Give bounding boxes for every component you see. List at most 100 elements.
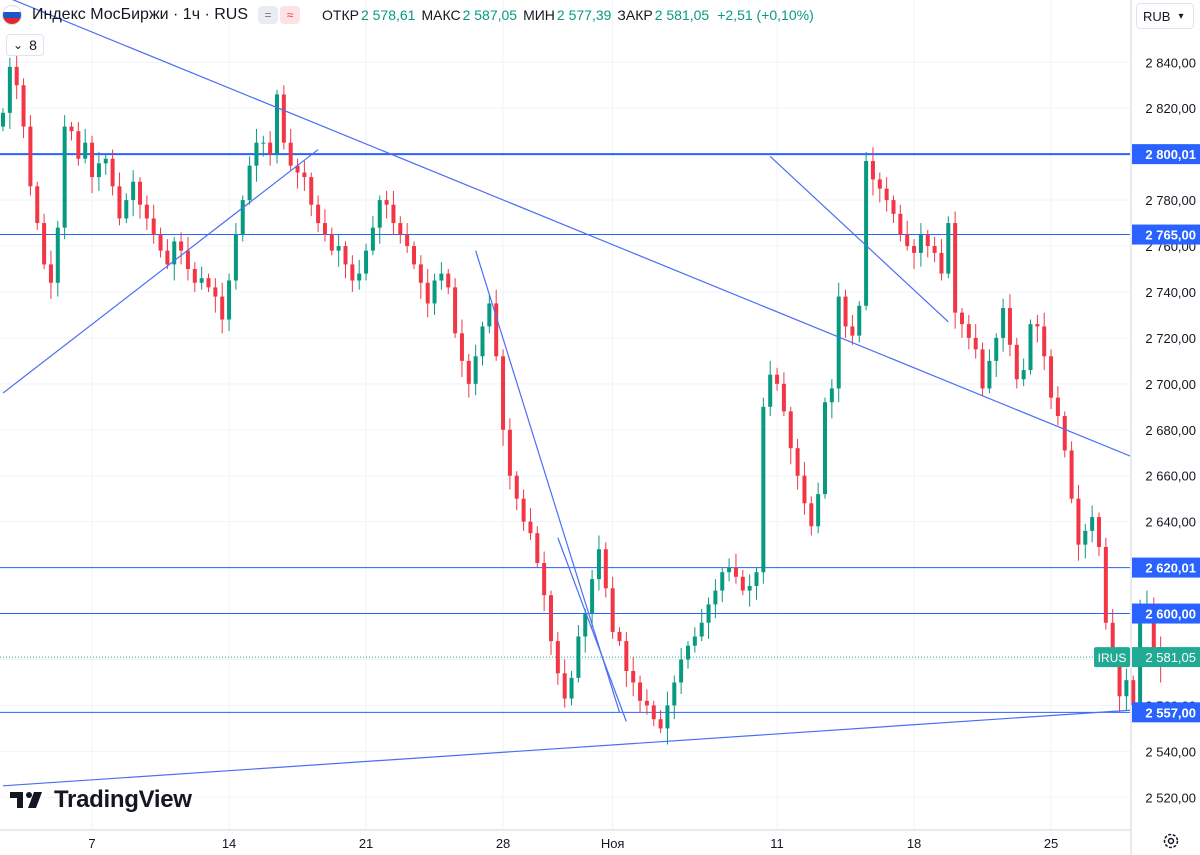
candle (761, 397, 766, 584)
candle (165, 239, 170, 269)
candle-body (42, 223, 47, 265)
candle (590, 569, 595, 628)
candle-body (610, 588, 615, 632)
candle-body (802, 475, 807, 504)
level-label: 2 620,01 (1145, 561, 1196, 576)
candle (14, 53, 19, 100)
low-label: МИН (523, 7, 555, 23)
x-tick-label: 21 (359, 836, 373, 851)
level-label-bg (1132, 702, 1200, 723)
candle-body (898, 213, 903, 235)
y-tick-label: 2 700,00 (1145, 377, 1196, 392)
tradingview-logo[interactable]: TradingView (10, 786, 192, 814)
candle-body (1069, 450, 1074, 499)
candle (384, 190, 389, 219)
candle (720, 567, 725, 603)
candle (877, 172, 882, 203)
candle (281, 85, 286, 150)
currency-button[interactable]: RUB ▾ (1136, 3, 1194, 29)
candle (1028, 319, 1033, 375)
candle-body (918, 234, 923, 253)
candle-body (521, 498, 526, 522)
symbol-title[interactable]: Индекс МосБиржи · 1ч · RUS (32, 6, 249, 23)
candle-body (151, 218, 156, 235)
candle (994, 333, 999, 377)
candle-body (596, 549, 601, 580)
candle (357, 259, 362, 290)
candle (946, 216, 951, 279)
candle-body (966, 324, 971, 338)
close-value: 2 581,05 (654, 7, 710, 23)
candle-body (138, 181, 142, 205)
chevron-down-icon: ▾ (1178, 10, 1184, 22)
candle-body (816, 494, 821, 527)
candle (850, 314, 855, 345)
candle (377, 195, 382, 244)
y-tick-label: 2 840,00 (1145, 55, 1196, 70)
candle (1035, 314, 1040, 343)
candle-body (55, 227, 60, 283)
candle-body (644, 700, 649, 706)
candle (124, 193, 129, 224)
candle (501, 349, 506, 446)
candle (405, 223, 410, 253)
legend-header: Индекс МосБиржи · 1ч · RUS = ≈ ОТКР 2 578… (0, 0, 1130, 30)
candle-body (507, 429, 512, 476)
candle (288, 128, 293, 171)
candle-body (131, 181, 136, 201)
candle-body (261, 142, 266, 144)
candle-body (268, 142, 273, 155)
candle (7, 57, 12, 129)
last-price-label-bg (1132, 647, 1200, 668)
candle-body (925, 234, 930, 247)
candle-body (706, 604, 711, 623)
candle-body (501, 356, 506, 430)
candle (802, 461, 807, 515)
candle-body (768, 374, 773, 407)
candle (179, 232, 184, 265)
candle (809, 496, 814, 536)
candle-body (480, 326, 485, 357)
candle-body (905, 234, 910, 247)
candle-body (172, 241, 177, 265)
candle (816, 482, 821, 534)
level-label-bg (1132, 603, 1200, 624)
y-tick-label: 2 720,00 (1145, 331, 1196, 346)
candle-body (775, 374, 780, 384)
candle-body (912, 246, 917, 253)
compare-icon[interactable]: = (258, 6, 279, 24)
candle (364, 243, 369, 281)
candle-body (1014, 344, 1019, 380)
candle-body (350, 264, 355, 281)
candle (727, 558, 732, 582)
candle (638, 675, 643, 713)
approx-icon[interactable]: ≈ (280, 6, 301, 24)
candle-body (364, 250, 369, 274)
indicators-toggle[interactable]: ⌄ 8 (6, 34, 44, 56)
candle-body (692, 636, 697, 646)
level-label: 2 765,00 (1145, 228, 1196, 243)
settings-icon[interactable] (1160, 830, 1182, 852)
candle-body (576, 636, 581, 678)
candle (322, 209, 327, 242)
candle-body (747, 585, 752, 591)
candle (706, 597, 711, 639)
x-tick-label: 25 (1044, 836, 1058, 851)
candle (733, 553, 738, 584)
candle (843, 289, 848, 338)
candle (1055, 386, 1060, 426)
candle (1090, 505, 1095, 543)
candle (631, 657, 636, 697)
candle (829, 379, 834, 419)
candle-body (809, 503, 814, 527)
candle-body (1124, 680, 1129, 697)
candle (699, 608, 704, 642)
candle-body (295, 165, 300, 173)
candle-body (398, 223, 403, 235)
last-price-tag: IRUS (1098, 651, 1127, 665)
candle-body (590, 579, 595, 614)
currency-label: RUB (1143, 8, 1171, 24)
candle-body (240, 200, 245, 235)
